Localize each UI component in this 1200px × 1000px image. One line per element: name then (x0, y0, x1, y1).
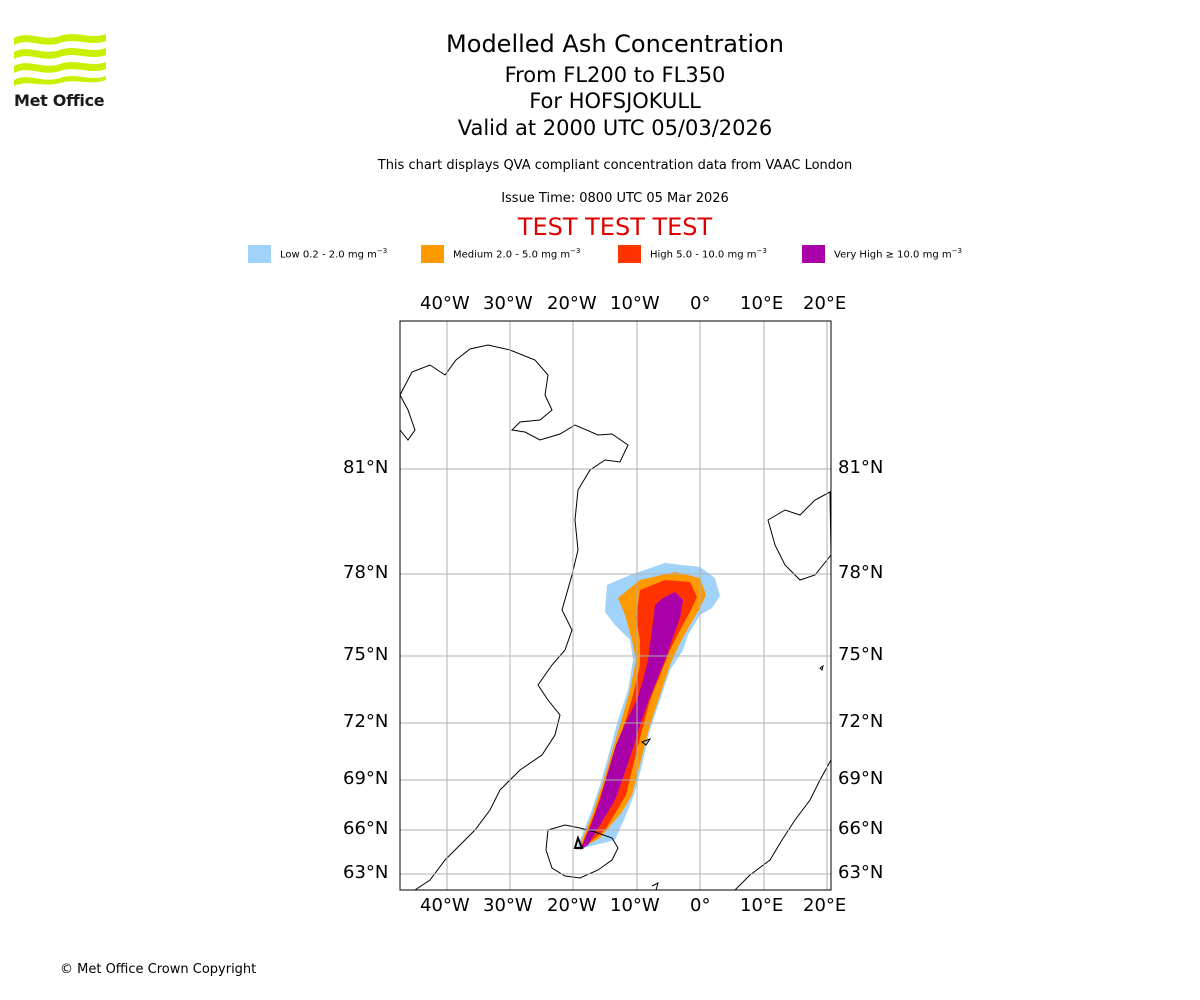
volcano-triangle-icon (573, 834, 584, 849)
lon-label-top: 10°W (610, 293, 660, 314)
lat-label-right: 63°N (838, 862, 884, 883)
legend-item-medium: Medium 2.0 - 5.0 mg m−3 (421, 245, 580, 263)
lon-label-top: 20°E (803, 293, 847, 314)
legend-swatch-very-high (802, 245, 825, 263)
legend-label-medium: Medium 2.0 - 5.0 mg m (453, 249, 571, 261)
lon-label-bottom: 10°W (610, 895, 660, 916)
chart-description: This chart displays QVA compliant concen… (377, 158, 853, 173)
faroe-islands (651, 882, 659, 890)
lon-label-bottom: 20°W (547, 895, 597, 916)
lon-label-top: 30°W (483, 293, 533, 314)
lon-label-bottom: 0° (690, 895, 711, 916)
lat-label-right: 81°N (838, 457, 884, 478)
volcano-name: For HOFSJOKULL (529, 89, 701, 113)
legend-swatch-medium (421, 245, 444, 263)
svalbard-coast (767, 491, 831, 581)
iceland-coast (545, 824, 619, 879)
lon-label-top: 40°W (420, 293, 470, 314)
logo-text: Met Office (14, 91, 105, 110)
legend-label-high: High 5.0 - 10.0 mg m (650, 249, 757, 261)
lon-label-bottom: 20°E (803, 895, 847, 916)
lat-label-left: 78°N (343, 562, 389, 583)
graticule (400, 321, 831, 890)
lat-label-right: 75°N (838, 644, 884, 665)
legend-item-low: Low 0.2 - 2.0 mg m−3 (248, 245, 387, 263)
lon-label-bottom: 30°W (483, 895, 533, 916)
issue-time: Issue Time: 0800 UTC 05 Mar 2026 (501, 191, 729, 206)
ellesmere-coast (400, 394, 416, 441)
flight-level-range: From FL200 to FL350 (504, 63, 726, 87)
lat-label-right: 69°N (838, 768, 884, 789)
test-banner: TEST TEST TEST (517, 213, 713, 241)
legend-item-very-high: Very High ≥ 10.0 mg m−3 (802, 245, 962, 263)
greenland-coast (400, 344, 629, 890)
lat-label-left: 81°N (343, 457, 389, 478)
lon-label-bottom: 40°W (420, 895, 470, 916)
legend-label-very-high: Very High ≥ 10.0 mg m (834, 249, 952, 261)
valid-time: Valid at 2000 UTC 05/03/2026 (457, 116, 773, 140)
legend-swatch-low (248, 245, 271, 263)
copyright-notice: © Met Office Crown Copyright (60, 962, 257, 977)
lat-label-left: 72°N (343, 711, 389, 732)
lat-label-right: 66°N (838, 818, 884, 839)
lat-label-left: 66°N (343, 818, 389, 839)
chart-title: Modelled Ash Concentration (446, 30, 784, 58)
lon-label-top: 0° (690, 293, 711, 314)
lat-label-left: 69°N (343, 768, 389, 789)
bear-island (819, 664, 824, 671)
lat-label-right: 78°N (838, 562, 884, 583)
lat-label-left: 75°N (343, 644, 389, 665)
map-frame (399, 320, 832, 891)
legend-swatch-high (618, 245, 641, 263)
lon-label-bottom: 10°E (740, 895, 784, 916)
met-office-logo-icon (14, 34, 106, 86)
lon-label-top: 20°W (547, 293, 597, 314)
lon-label-top: 10°E (740, 293, 784, 314)
legend-label-low: Low 0.2 - 2.0 mg m (280, 249, 377, 261)
met-office-logo (14, 30, 106, 94)
legend-item-high: High 5.0 - 10.0 mg m−3 (618, 245, 767, 263)
lat-label-left: 63°N (343, 862, 389, 883)
jan-mayen-island (640, 737, 652, 746)
lat-label-right: 72°N (838, 711, 884, 732)
